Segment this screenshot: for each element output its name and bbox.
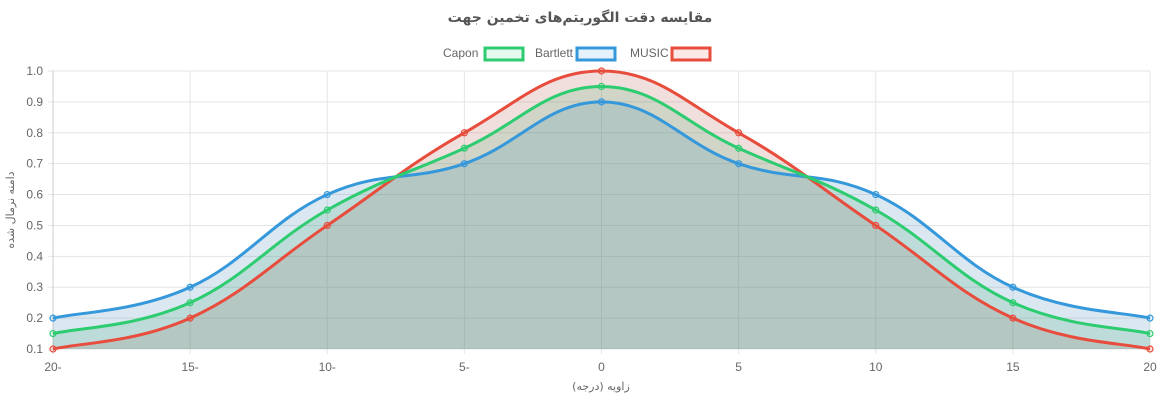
x-tick-label: 5: [735, 360, 742, 374]
music-point: [186, 314, 194, 322]
bartlett-area: [53, 101, 1150, 349]
bartlett-point: [597, 98, 606, 106]
legend: Capon Bartlett MUSIC: [443, 46, 712, 62]
music-point: [323, 221, 331, 230]
series-fills: [53, 71, 1150, 349]
capon-point: [186, 299, 194, 307]
capon-point: [597, 82, 606, 91]
x-tick-label: 15-: [181, 360, 198, 374]
x-tick-label: 15: [1006, 360, 1020, 374]
capon-point: [49, 329, 57, 338]
music-area-tint: [53, 71, 1150, 349]
x-tick-label: 10-: [319, 360, 336, 374]
y-tick-label: 1.0: [26, 64, 43, 78]
music-point: [1146, 345, 1154, 353]
bartlett-point: [1009, 283, 1017, 291]
y-tick-label: 0.7: [26, 157, 43, 171]
legend-swatch-bartlett: [575, 46, 617, 62]
bartlett-point: [1146, 314, 1154, 322]
series-points: [49, 67, 1154, 353]
legend-label-bartlett: Bartlett: [535, 46, 574, 60]
capon-point: [1009, 299, 1017, 307]
music-point: [597, 67, 606, 75]
legend-label-music: MUSIC: [630, 46, 669, 60]
bartlett-point: [49, 314, 57, 322]
legend-swatch-capon: [483, 46, 525, 62]
music-point: [872, 221, 880, 230]
y-tick-label: 0.6: [26, 188, 43, 202]
series-lines: [52, 69, 1151, 351]
y-tick-label: 0.2: [26, 311, 43, 325]
bartlett-point: [460, 160, 468, 168]
x-tick-label: 20-: [44, 360, 61, 374]
capon-point: [460, 144, 468, 152]
bartlett-point: [186, 283, 194, 291]
y-tick-label: 0.1: [26, 342, 43, 356]
y-tick-label: 0.9: [26, 95, 43, 109]
x-tick-label: 10: [869, 360, 883, 374]
music-point: [49, 345, 57, 353]
legend-label-capon: Capon: [443, 46, 478, 60]
bartlett-point: [735, 160, 743, 168]
music-point: [1009, 314, 1017, 322]
x-tick-label: 0: [598, 360, 605, 374]
y-tick-label: 0.8: [26, 126, 43, 140]
legend-swatch-music: [670, 46, 712, 62]
capon-point: [1146, 329, 1154, 338]
y-ticks: 1.0 0.9 0.8 0.7 0.6 0.5 0.4 0.3 0.2 0.1: [26, 64, 43, 356]
x-axis-label: زاویه (درجه): [572, 380, 630, 393]
bartlett-line: [52, 100, 1151, 320]
music-point: [460, 129, 468, 137]
chart-title: مقایسه دقت الگوریتم‌های تخمین جهت: [448, 9, 713, 26]
capon-area-tint: [53, 86, 1150, 349]
y-tick-label: 0.5: [26, 218, 43, 232]
y-tick-label: 0.3: [26, 280, 43, 294]
bartlett-point: [323, 190, 331, 199]
x-tick-label: 5-: [459, 360, 470, 374]
capon-area: [53, 86, 1150, 349]
capon-point: [872, 206, 880, 214]
y-tick-label: 0.4: [26, 249, 43, 263]
y-axis-label: دامنه نرمال شده: [4, 171, 17, 248]
capon-point: [323, 206, 331, 214]
music-point: [735, 129, 743, 137]
music-line: [52, 69, 1151, 351]
x-tick-label: 20: [1143, 360, 1157, 374]
capon-line: [52, 84, 1151, 336]
x-ticks: 20- 15- 10- 5- 0 5 10 15 20: [44, 360, 1157, 374]
capon-point: [735, 144, 743, 152]
bartlett-point: [872, 190, 880, 199]
bartlett-area-tint: [53, 101, 1150, 349]
music-area: [53, 71, 1150, 349]
